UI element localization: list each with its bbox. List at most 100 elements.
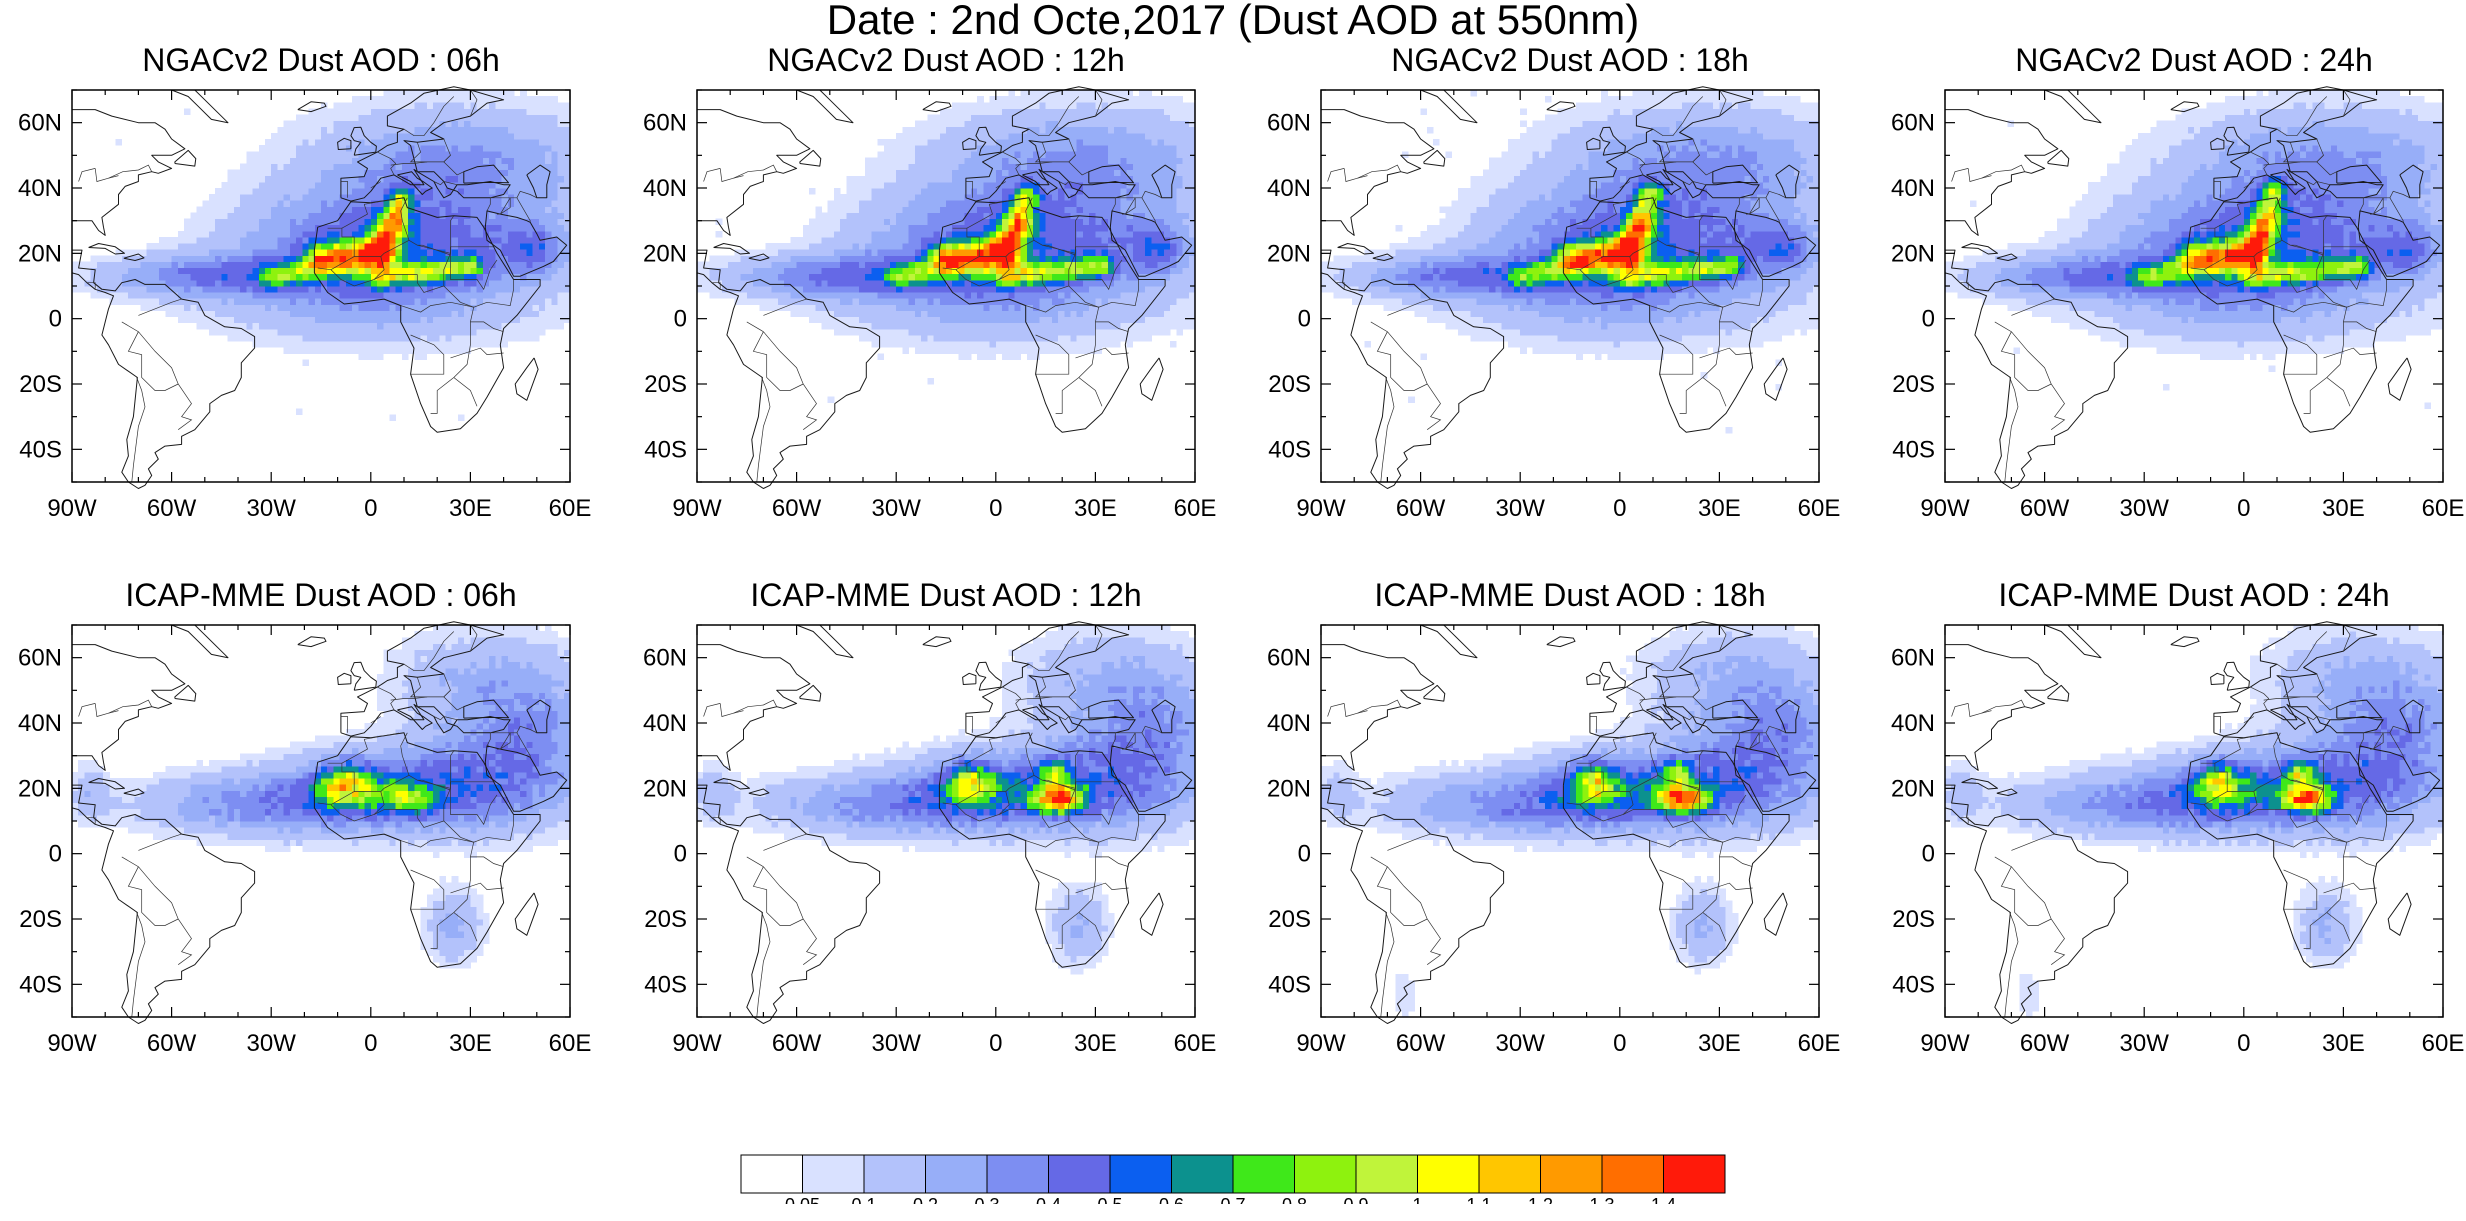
lat-tick-label: 20S — [644, 906, 687, 933]
lon-tick-label: 90W — [672, 495, 722, 522]
panel-title: NGACv2 Dust AOD : 12h — [767, 42, 1125, 78]
colorbar-swatch — [1171, 1154, 1234, 1194]
colorbar-label: 0.3 — [974, 1195, 999, 1204]
colorbar-label: 0.2 — [913, 1195, 938, 1204]
map-panel-ngac-18h: NGACv2 Dust AOD : 18h 90W 60W 30W 0 30E 60E 60N… — [1251, 40, 1871, 522]
lat-tick-label: 40N — [1891, 175, 1935, 202]
colorbar-swatch — [1109, 1154, 1172, 1194]
lat-tick-label: 20S — [1892, 906, 1935, 933]
map-panel-icap-12h: ICAP-MME Dust AOD : 12h 90W 60W 30W 0 30E 60E 6… — [627, 575, 1247, 1057]
lat-tick-label: 60N — [1891, 110, 1935, 137]
colorbar-label: 0.1 — [851, 1195, 876, 1204]
lon-tick-label: 30E — [1074, 1030, 1117, 1057]
lon-tick-label: 0 — [1613, 1030, 1626, 1057]
map-panel-ngac-24h: NGACv2 Dust AOD : 24h 90W 60W 30W 0 30E 60E 60N… — [1875, 40, 2466, 522]
map-plot: 90W 60W 30W 0 30E 60E 60N 40N 20N 0 20S 40S — [18, 621, 592, 1057]
lat-tick-label: 0 — [674, 306, 687, 333]
lon-tick-label: 60E — [549, 1030, 592, 1057]
lon-tick-label: 30W — [1496, 1030, 1546, 1057]
lon-tick-label: 90W — [1296, 495, 1346, 522]
colorbar-swatch — [740, 1154, 803, 1194]
lon-tick-label: 0 — [2237, 495, 2250, 522]
lat-tick-label: 40N — [1267, 710, 1311, 737]
lat-tick-label: 20S — [1268, 371, 1311, 398]
lon-tick-label: 90W — [1920, 1030, 1970, 1057]
aod-field — [1321, 90, 1820, 434]
map-panel-ngac-6h: NGACv2 Dust AOD : 06h 90W 60W 30W 0 30E 60E 60N… — [2, 40, 622, 522]
lon-tick-label: 0 — [364, 1030, 377, 1057]
country-borders — [78, 624, 537, 1018]
lat-tick-label: 40S — [1892, 971, 1935, 998]
colorbar-swatch — [1048, 1154, 1111, 1194]
colorbar-swatch — [863, 1154, 926, 1194]
panel-title: NGACv2 Dust AOD : 18h — [1391, 42, 1749, 78]
map-plot: 90W 60W 30W 0 30E 60E 60N 40N 20N 0 20S 40S — [643, 621, 1216, 1057]
lat-tick-label: 0 — [1298, 306, 1311, 333]
lon-tick-label: 0 — [2237, 1030, 2250, 1057]
lat-tick-label: 20N — [1267, 240, 1311, 267]
lon-tick-label: 60E — [549, 495, 592, 522]
lon-tick-label: 90W — [1296, 1030, 1346, 1057]
colorbar-label: 0.6 — [1159, 1195, 1184, 1204]
lat-tick-label: 0 — [1298, 841, 1311, 868]
country-borders — [1327, 624, 1786, 1018]
lat-tick-label: 40N — [18, 710, 62, 737]
lat-tick-label: 40S — [644, 436, 687, 463]
lon-tick-label: 90W — [672, 1030, 722, 1057]
colorbar-label: 0.05 — [785, 1195, 820, 1204]
lon-tick-label: 30E — [2322, 1030, 2365, 1057]
main-title: Date : 2nd Octe,2017 (Dust AOD at 550nm) — [826, 0, 1640, 43]
lat-tick-label: 40N — [18, 175, 62, 202]
lat-tick-label: 60N — [18, 645, 62, 672]
panel-title: ICAP-MME Dust AOD : 24h — [1998, 577, 2390, 613]
map-plot: 90W 60W 30W 0 30E 60E 60N 40N 20N 0 20S 40S — [1891, 621, 2465, 1057]
lon-tick-label: 60W — [2020, 495, 2070, 522]
lon-tick-label: 60E — [2422, 1030, 2465, 1057]
lat-tick-label: 0 — [49, 306, 62, 333]
coastlines — [696, 86, 1193, 489]
lat-tick-label: 40S — [1268, 436, 1311, 463]
panel-title: ICAP-MME Dust AOD : 12h — [750, 577, 1142, 613]
lat-tick-label: 60N — [643, 110, 687, 137]
lat-tick-label: 40S — [1892, 436, 1935, 463]
lon-tick-label: 30E — [1698, 495, 1741, 522]
lat-tick-label: 20S — [19, 371, 62, 398]
lon-tick-label: 0 — [989, 495, 1002, 522]
colorbar-swatch — [1294, 1154, 1357, 1194]
lat-tick-label: 60N — [1267, 645, 1311, 672]
colorbar-swatch — [1478, 1154, 1541, 1194]
colorbar-label: 0.9 — [1343, 1195, 1368, 1204]
lon-tick-label: 0 — [364, 495, 377, 522]
lat-tick-label: 40N — [1267, 175, 1311, 202]
map-plot: 90W 60W 30W 0 30E 60E 60N 40N 20N 0 20S 40S — [1891, 86, 2464, 522]
lat-tick-label: 20S — [1892, 371, 1935, 398]
colorbar-label: 1 — [1412, 1195, 1422, 1204]
country-borders — [1327, 89, 1786, 483]
aod-field — [697, 625, 1196, 975]
map-panel-icap-24h: ICAP-MME Dust AOD : 24h 90W 60W 30W 0 30E 60E 6… — [1875, 575, 2466, 1057]
lon-tick-label: 60E — [1174, 495, 1217, 522]
country-borders — [703, 624, 1162, 1018]
colorbar-swatch — [1417, 1154, 1480, 1194]
lat-tick-label: 20N — [643, 240, 687, 267]
lon-tick-label: 30W — [247, 495, 297, 522]
lon-tick-label: 30W — [247, 1030, 297, 1057]
lon-tick-label: 30W — [2120, 1030, 2170, 1057]
lon-tick-label: 30W — [1496, 495, 1546, 522]
aod-field — [697, 90, 1196, 403]
colorbar-swatch — [1355, 1154, 1418, 1194]
coastlines — [696, 621, 1193, 1024]
lon-tick-label: 90W — [47, 495, 97, 522]
colorbar-swatch — [1232, 1154, 1295, 1194]
lon-tick-label: 60W — [1396, 1030, 1446, 1057]
colorbar-label: 0.5 — [1097, 1195, 1122, 1204]
lat-tick-label: 20S — [644, 371, 687, 398]
lon-tick-label: 60W — [772, 495, 822, 522]
lon-tick-label: 60W — [147, 1030, 197, 1057]
lon-tick-label: 60W — [772, 1030, 822, 1057]
lat-tick-label: 40S — [644, 971, 687, 998]
lat-tick-label: 40S — [19, 436, 62, 463]
panel-title: ICAP-MME Dust AOD : 06h — [125, 577, 517, 613]
lat-tick-label: 0 — [1922, 306, 1935, 333]
lon-tick-label: 60E — [1798, 495, 1841, 522]
